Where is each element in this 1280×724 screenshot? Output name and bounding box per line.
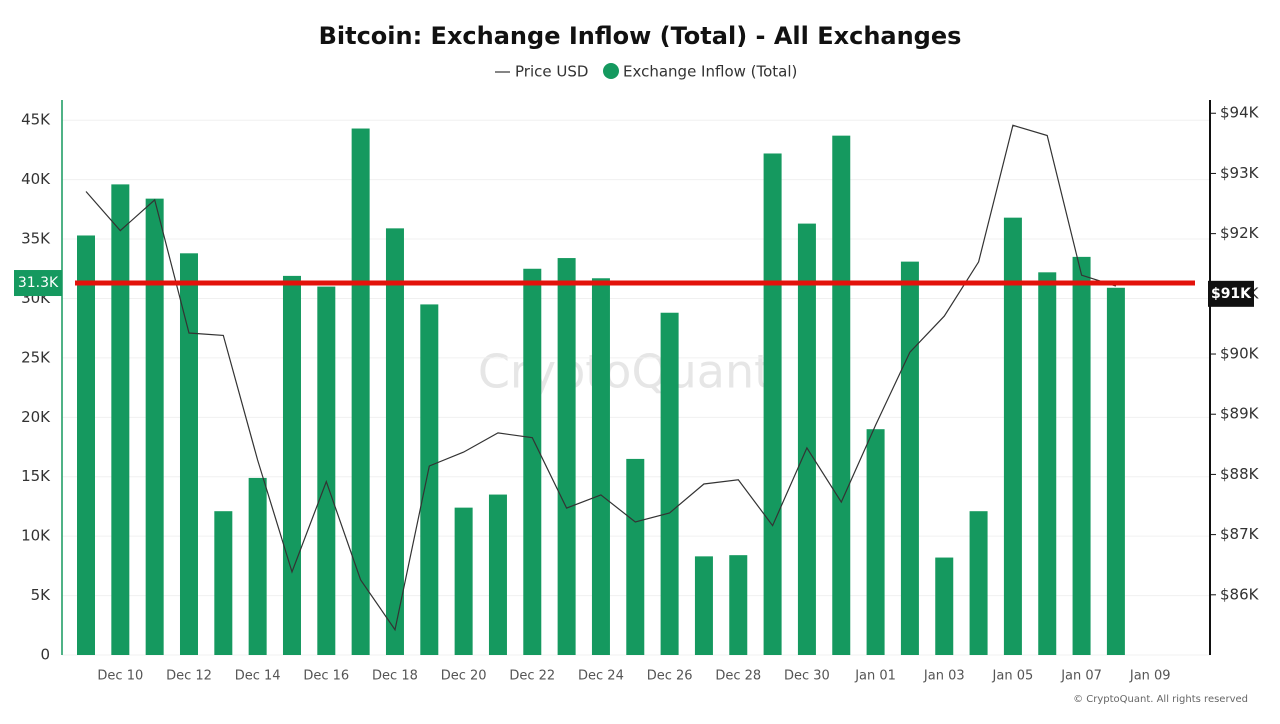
reference-label: 31.3K xyxy=(18,275,59,291)
bar xyxy=(694,556,713,655)
bar xyxy=(797,223,816,656)
bar xyxy=(660,312,679,655)
y-tick-label: 35K xyxy=(21,230,51,248)
y-tick-label: 15K xyxy=(21,467,51,485)
y2-tick-label: $90K xyxy=(1220,345,1260,363)
x-tick-label: Dec 18 xyxy=(372,669,418,684)
footer: © CryptoQuant. All rights reserved xyxy=(1073,694,1248,705)
y-tick-label: 10K xyxy=(21,527,51,545)
legend-label: Exchange Inflow (Total) xyxy=(623,63,797,81)
bar xyxy=(832,135,851,656)
bar xyxy=(454,507,473,655)
bar xyxy=(488,494,507,655)
legend: Price USD Exchange Inflow (Total) xyxy=(495,63,797,81)
x-tick-label: Dec 14 xyxy=(235,669,281,684)
y2-tick-label: $86K xyxy=(1220,585,1260,603)
x-tick-label: Dec 12 xyxy=(166,669,212,684)
y2-tick-label: $87K xyxy=(1220,525,1260,543)
y2-tick-label: $89K xyxy=(1220,405,1260,423)
bar xyxy=(77,235,95,655)
x-tick-label: Jan 07 xyxy=(1060,669,1102,684)
x-tick-label: Jan 05 xyxy=(992,669,1034,684)
y2-tick-label: $88K xyxy=(1220,465,1260,483)
y-tick-label: 0 xyxy=(40,646,50,664)
bar xyxy=(317,286,336,655)
x-tick-label: Dec 24 xyxy=(578,669,624,684)
y2-tick-label: $94K xyxy=(1220,104,1260,122)
bar xyxy=(179,253,198,655)
chart-title: Bitcoin: Exchange Inflow (Total) - All E… xyxy=(319,22,962,50)
bar xyxy=(763,153,782,655)
x-tick-label: Dec 20 xyxy=(441,669,487,684)
bar xyxy=(626,458,645,655)
price-label: $91K xyxy=(1211,286,1252,302)
x-tick-label: Dec 16 xyxy=(303,669,349,684)
bar xyxy=(866,429,885,655)
bar xyxy=(523,268,542,655)
price-label-box xyxy=(1208,280,1254,307)
bar xyxy=(591,278,610,655)
legend-label: Price USD xyxy=(515,63,588,81)
y-tick-label: 20K xyxy=(21,408,51,426)
watermark: CryptoQuant xyxy=(478,345,772,399)
y-tick-label: 40K xyxy=(21,170,51,188)
bar xyxy=(282,275,301,655)
price-line xyxy=(85,124,1117,632)
bar xyxy=(900,261,919,655)
x-tick-label: Dec 22 xyxy=(509,669,555,684)
legend-dot xyxy=(603,63,619,79)
bar xyxy=(557,258,576,655)
y-tick-label: 25K xyxy=(21,348,51,366)
bar xyxy=(935,557,954,655)
x-tick-label: Dec 10 xyxy=(97,669,143,684)
y2-tick-label: $92K xyxy=(1220,224,1260,242)
bar xyxy=(1072,256,1091,655)
y2-tick-label: $93K xyxy=(1220,164,1260,182)
bar xyxy=(1038,272,1057,655)
bar xyxy=(420,304,439,655)
y-tick-label: 45K xyxy=(21,111,51,129)
x-tick-label: Jan 03 xyxy=(923,669,965,684)
bar xyxy=(351,128,370,656)
bar xyxy=(1003,217,1022,655)
x-tick-label: Jan 09 xyxy=(1129,669,1171,684)
bar xyxy=(385,228,404,655)
bar xyxy=(248,477,267,655)
bar xyxy=(111,184,130,655)
x-tick-label: Dec 28 xyxy=(715,669,761,684)
x-tick-label: Jan 01 xyxy=(854,669,896,684)
y-tick-label: 5K xyxy=(31,586,52,604)
x-tick-label: Dec 26 xyxy=(647,669,693,684)
reference-label-box xyxy=(14,270,62,297)
bar xyxy=(145,198,164,655)
bar xyxy=(969,511,988,655)
bar xyxy=(1106,287,1125,655)
bar xyxy=(729,555,748,655)
bar xyxy=(214,511,233,655)
x-tick-label: Dec 30 xyxy=(784,669,830,684)
